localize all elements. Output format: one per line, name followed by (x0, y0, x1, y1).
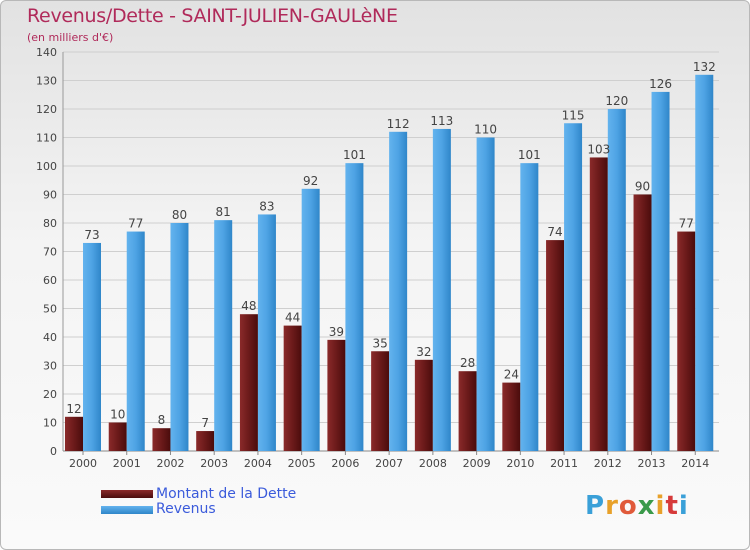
debt-bar (152, 428, 171, 451)
revenue-bar-value-label: 80 (172, 208, 187, 222)
revenue-bar-value-label: 77 (128, 217, 143, 231)
revenue-bar (564, 123, 583, 451)
x-tick-label: 2002 (156, 457, 184, 470)
x-tick-label: 2003 (200, 457, 228, 470)
chart-subtitle: (en milliers d'€) (27, 31, 114, 44)
debt-bar-value-label: 48 (241, 299, 256, 313)
revenue-bar (520, 163, 539, 451)
revenue-bar-value-label: 83 (259, 199, 274, 213)
revenue-bar (301, 188, 320, 452)
y-tick-label: 130 (36, 75, 57, 88)
revenue-bar (695, 74, 714, 452)
revenue-bar (257, 214, 276, 451)
debt-bar (502, 382, 521, 451)
revenue-bar-value-label: 120 (605, 94, 628, 108)
debt-bar-value-label: 10 (110, 408, 125, 422)
debt-bar-value-label: 90 (635, 180, 650, 194)
debt-bar-value-label: 103 (587, 142, 610, 156)
revenue-bar (83, 242, 101, 451)
y-tick-label: 140 (36, 46, 57, 59)
revenue-bar-value-label: 110 (474, 123, 497, 137)
chart-title: Revenus/Dette - SAINT-JULIEN-GAULèNE (27, 5, 398, 27)
x-tick-label: 2013 (638, 457, 666, 470)
revenue-bar (389, 131, 408, 452)
revenue-bar-value-label: 126 (649, 77, 672, 91)
debt-bar-value-label: 28 (460, 356, 475, 370)
debt-bar-value-label: 44 (285, 311, 300, 325)
x-tick-label: 2001 (113, 457, 141, 470)
debt-bar-value-label: 32 (416, 345, 431, 359)
x-tick-label: 2012 (594, 457, 622, 470)
legend-label-debt: Montant de la Dette (156, 486, 297, 502)
debt-bar (371, 351, 390, 451)
y-tick-label: 90 (43, 189, 57, 202)
x-tick-label: 2009 (463, 457, 491, 470)
debt-bar (677, 231, 696, 451)
proxiti-logo: Proxiti (585, 491, 689, 521)
revenue-bar-value-label: 112 (387, 117, 410, 131)
debt-bar (239, 314, 258, 451)
debt-bar (65, 416, 83, 451)
revenue-bar-value-label: 101 (518, 148, 541, 162)
debt-bar (414, 359, 433, 451)
y-tick-label: 80 (43, 217, 57, 230)
debt-bar-value-label: 77 (679, 217, 694, 231)
debt-bar-value-label: 8 (158, 413, 166, 427)
x-tick-label: 2010 (506, 457, 534, 470)
x-tick-label: 2004 (244, 457, 272, 470)
y-tick-label: 60 (43, 274, 57, 287)
revenue-bar-value-label: 113 (430, 114, 453, 128)
y-tick-label: 30 (43, 360, 57, 373)
revenue-bar (214, 220, 233, 451)
x-tick-label: 2006 (331, 457, 359, 470)
debt-bar-value-label: 39 (329, 325, 344, 339)
x-tick-label: 2007 (375, 457, 403, 470)
y-tick-label: 50 (43, 303, 57, 316)
y-tick-label: 40 (43, 331, 57, 344)
revenue-bar (170, 223, 189, 451)
debt-bar (633, 194, 652, 451)
debt-bar (458, 371, 477, 451)
revenue-bar-value-label: 115 (562, 108, 585, 122)
legend-swatch-revenue (101, 506, 153, 514)
x-tick-label: 2008 (419, 457, 447, 470)
revenue-bar-value-label: 81 (216, 205, 231, 219)
revenue-bar (476, 137, 495, 451)
debt-bar (327, 339, 346, 451)
revenue-bar (432, 128, 451, 451)
x-tick-label: 2014 (681, 457, 709, 470)
debt-bar (589, 157, 608, 451)
revenue-bar-value-label: 73 (84, 228, 99, 242)
legend-swatch-debt (101, 490, 153, 498)
y-tick-label: 20 (43, 388, 57, 401)
revenue-bar (345, 163, 364, 451)
debt-bar-value-label: 12 (66, 402, 81, 416)
debt-bar (283, 325, 302, 451)
revenue-bar (126, 231, 145, 451)
y-tick-label: 70 (43, 246, 57, 259)
y-tick-label: 110 (36, 132, 57, 145)
revenue-bar (651, 91, 670, 452)
debt-bar-value-label: 7 (201, 416, 209, 430)
debt-bar (196, 431, 215, 451)
y-tick-label: 0 (50, 445, 57, 458)
revenue-bar-value-label: 92 (303, 174, 318, 188)
x-tick-label: 2005 (288, 457, 316, 470)
debt-bar (108, 422, 127, 451)
y-tick-label: 10 (43, 417, 57, 430)
debt-bar-value-label: 35 (372, 336, 387, 350)
y-tick-label: 120 (36, 103, 57, 116)
revenue-bar-value-label: 101 (343, 148, 366, 162)
debt-bar-value-label: 24 (504, 368, 519, 382)
y-tick-label: 100 (36, 160, 57, 173)
debt-bar-value-label: 74 (547, 225, 562, 239)
debt-bar (546, 240, 565, 451)
x-tick-label: 2000 (69, 457, 97, 470)
revenue-bar (607, 109, 626, 451)
revenue-bar-value-label: 132 (693, 60, 716, 74)
legend-label-revenue: Revenus (156, 501, 216, 517)
x-tick-label: 2011 (550, 457, 578, 470)
